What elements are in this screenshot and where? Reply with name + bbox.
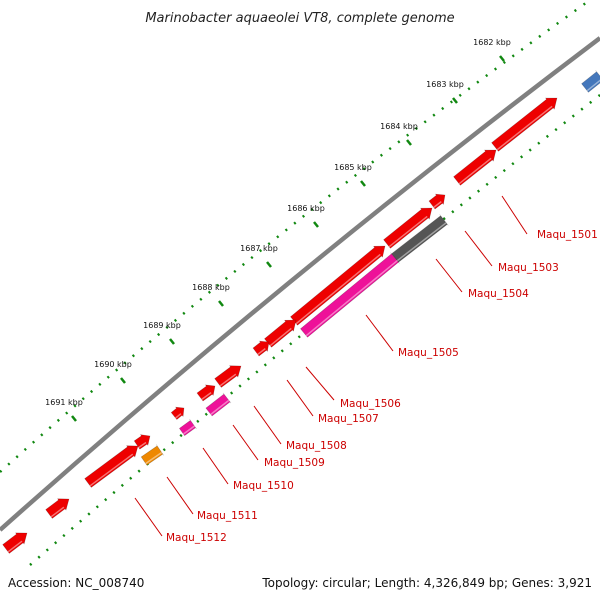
scale-tick-mark: [71, 415, 77, 422]
label-leader-line: [134, 497, 163, 537]
label-leader-line: [435, 258, 463, 293]
scale-tick-label: 1684 kbp: [380, 122, 418, 131]
scale-tick-label: 1685 kbp: [334, 163, 372, 172]
gene-arrow-highlight: [145, 451, 163, 465]
gene-arrow-highlight: [257, 348, 266, 355]
scale-tick-label: 1683 kbp: [426, 80, 464, 89]
gene-labels: Maqu_1501 Maqu_1503 Maqu_1504 Maqu_1505 Maqu…: [134, 195, 598, 544]
gene-label[interactable]: Maqu_1509: [264, 457, 325, 469]
gene-arrow-highlight: [138, 441, 147, 449]
gene-arrow: [581, 70, 600, 93]
gene-arrow: [264, 319, 297, 348]
map-title: Marinobacter aquaeolei VT8, complete gen…: [145, 11, 454, 26]
gene-arrow-highlight: [433, 201, 442, 208]
gene-label[interactable]: Maqu_1507: [318, 413, 379, 425]
gene-arrow: [491, 97, 558, 152]
gene-arrow: [300, 252, 400, 338]
outer-scale-ring: [0, 0, 591, 473]
scale-tick-mark: [169, 338, 175, 345]
label-leader-line: [305, 366, 335, 401]
scale-tick-label: 1689 kbp: [143, 321, 181, 330]
scale-tick-mark: [452, 97, 458, 104]
scale-tick-mark: [406, 139, 412, 146]
gene-features: [2, 70, 600, 554]
gene-label[interactable]: Maqu_1504: [468, 288, 529, 300]
gene-arrow-highlight: [183, 425, 195, 435]
gene-arrow: [196, 384, 216, 402]
gene-arrow: [428, 193, 446, 210]
gene-arrow-highlight: [201, 391, 212, 401]
gene-arrow: [391, 214, 449, 263]
gene-arrow: [383, 207, 433, 249]
genome-summary-text: Topology: circular; Length: 4,326,849 bp…: [261, 576, 592, 590]
gene-arrow: [453, 149, 497, 186]
gene-arrow-highlight: [50, 506, 65, 518]
scale-tick-label: 1691 kbp: [45, 398, 83, 407]
gene-arrow-highlight: [305, 260, 398, 337]
gene-arrow-highlight: [496, 105, 553, 151]
scale-tick-mark: [120, 377, 126, 384]
label-leader-line: [166, 476, 194, 515]
gene-label[interactable]: Maqu_1508: [286, 440, 347, 452]
gene-arrow-highlight: [388, 215, 428, 248]
label-leader-line: [365, 314, 394, 352]
gene-arrow-highlight: [175, 413, 182, 419]
scale-tick-label: 1686 kbp: [287, 204, 325, 213]
gene-arrow: [84, 445, 139, 488]
gene-label[interactable]: Maqu_1505: [398, 347, 459, 359]
gene-arrow: [133, 434, 151, 450]
scale-tick-label: 1682 kbp: [473, 38, 511, 47]
gene-arrow-highlight: [269, 327, 292, 347]
gene-arrow: [178, 418, 197, 437]
label-leader-line: [501, 195, 528, 235]
scale-ticks: 1682 kbp 1683 kbp 1684 kbp 1685 kbp 1686 kbp…: [45, 38, 511, 422]
gene-arrow-highlight: [396, 222, 447, 262]
gene-arrow: [252, 340, 270, 357]
gene-arrow-highlight: [89, 453, 134, 487]
gene-arrow: [45, 498, 70, 519]
gene-arrow: [205, 392, 232, 417]
gene-arrow: [214, 365, 242, 388]
scale-tick-mark: [499, 55, 505, 62]
scale-tick-mark: [360, 180, 366, 187]
scale-tick-label: 1688 kbp: [192, 283, 230, 292]
scale-tick-label: 1690 kbp: [94, 360, 132, 369]
gene-label[interactable]: Maqu_1512: [166, 532, 227, 544]
gene-label[interactable]: Maqu_1503: [498, 262, 559, 274]
gene-label[interactable]: Maqu_1501: [537, 229, 598, 241]
label-leader-line: [286, 379, 314, 417]
gene-arrow-highlight: [7, 540, 23, 553]
accession-text: Accession: NC_008740: [8, 576, 144, 590]
label-leader-line: [232, 424, 259, 461]
gene-label[interactable]: Maqu_1510: [233, 480, 294, 492]
gene-label[interactable]: Maqu_1511: [197, 510, 258, 522]
label-leader-line: [202, 447, 229, 485]
scale-tick-mark: [313, 221, 319, 228]
scale-tick-label: 1687 kbp: [240, 244, 278, 253]
label-leader-line: [464, 230, 493, 267]
scale-tick-mark: [218, 300, 224, 307]
gene-arrow-highlight: [219, 373, 237, 387]
gene-arrow-highlight: [210, 399, 230, 415]
gene-arrow-highlight: [295, 253, 381, 325]
gene-arrow: [290, 245, 386, 326]
gene-arrow: [2, 532, 28, 554]
gene-arrow-highlight: [458, 157, 492, 185]
scale-tick-mark: [266, 261, 272, 268]
gene-arrow: [140, 444, 164, 466]
gene-label[interactable]: Maqu_1506: [340, 398, 401, 410]
label-leader-line: [253, 405, 282, 445]
genome-backbone: [0, 36, 600, 532]
gene-arrow: [170, 406, 185, 420]
